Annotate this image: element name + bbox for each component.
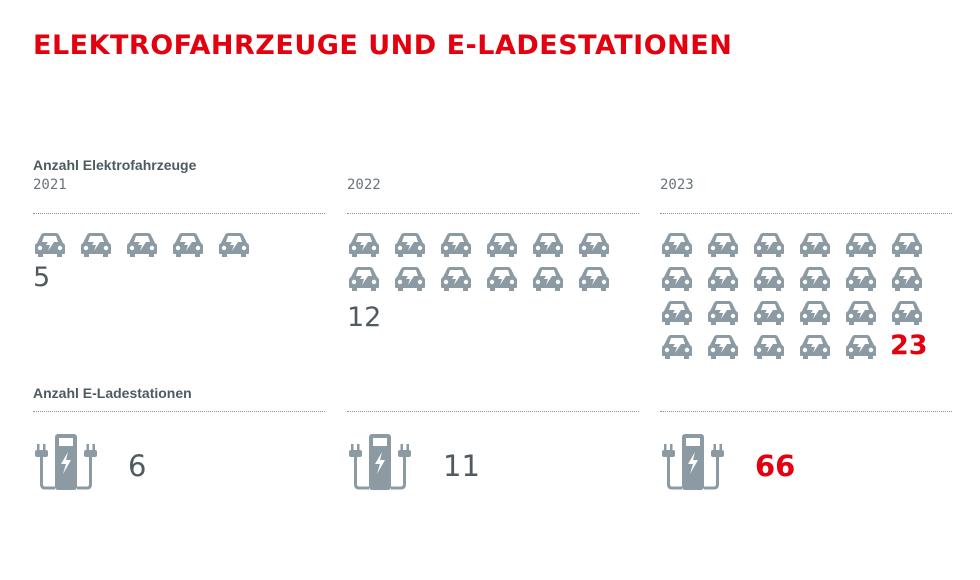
electric-car-icon [662,233,692,257]
vehicles-count-2022: 12 [347,302,382,333]
divider-vehicles-2021 [33,213,325,214]
electric-car-icon [754,335,784,359]
year-label-2022: 2022 [347,177,381,193]
electric-car-icon [662,301,692,325]
vehicles-section-label: Anzahl Elektrofahrzeuge [33,157,197,173]
electric-car-icon [349,267,379,291]
electric-car-icon [662,335,692,359]
page-title: ELEKTROFAHRZEUGE UND E-LADESTATIONEN [33,30,733,61]
electric-car-icon [892,301,922,325]
charging-station-icon [349,434,411,490]
electric-car-icon [219,233,249,257]
electric-car-icon [800,233,830,257]
electric-car-icon [395,233,425,257]
stations-count-2022: 11 [443,449,480,483]
vehicle-pictogram-2022: 12 [347,230,623,332]
stations-section-label: Anzahl E-Ladestationen [33,385,192,401]
electric-car-icon [441,233,471,257]
electric-car-icon [708,233,738,257]
vehicles-count-2023: 23 [890,330,928,361]
electric-car-icon [441,267,471,291]
electric-car-icon [892,267,922,291]
electric-car-icon [800,335,830,359]
electric-car-icon [846,335,876,359]
year-label-2023: 2023 [660,177,694,193]
electric-car-icon [487,233,517,257]
stations-count-2023: 66 [755,449,796,483]
electric-car-icon [846,301,876,325]
divider-stations-2022 [347,411,639,412]
divider-stations-2023 [660,411,952,412]
electric-car-icon [395,267,425,291]
electric-car-icon [800,301,830,325]
year-label-2021: 2021 [33,177,67,193]
electric-car-icon [800,267,830,291]
divider-vehicles-2022 [347,213,639,214]
charging-station-icon [35,434,97,490]
electric-car-icon [892,233,922,257]
electric-car-icon [349,233,379,257]
electric-car-icon [846,267,876,291]
electric-car-icon [662,267,692,291]
electric-car-icon [579,267,609,291]
electric-car-icon [754,233,784,257]
electric-car-icon [846,233,876,257]
electric-car-icon [708,267,738,291]
electric-car-icon [708,301,738,325]
electric-car-icon [35,233,65,257]
electric-car-icon [533,233,563,257]
electric-car-icon [127,233,157,257]
electric-car-icon [579,233,609,257]
stations-count-2021: 6 [128,449,147,483]
electric-car-icon [81,233,111,257]
divider-vehicles-2023 [660,213,952,214]
vehicle-pictogram-2023: 23 [660,230,936,360]
electric-car-icon [533,267,563,291]
electric-car-icon [487,267,517,291]
electric-car-icon [173,233,203,257]
electric-car-icon [708,335,738,359]
vehicles-count-2021: 5 [33,262,51,293]
electric-car-icon [754,267,784,291]
electric-car-icon [754,301,784,325]
divider-stations-2021 [33,411,325,412]
vehicle-pictogram-2021: 5 [33,230,263,292]
charging-station-icon [662,434,724,490]
